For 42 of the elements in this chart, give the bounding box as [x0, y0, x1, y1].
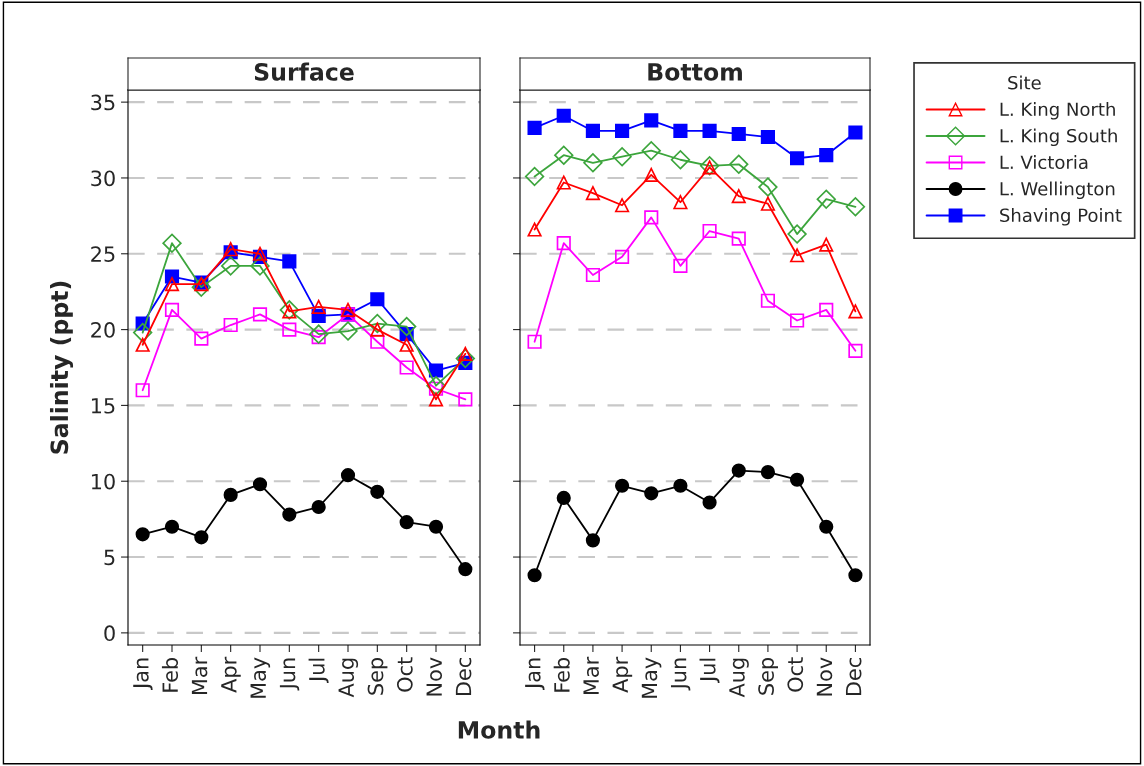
x-tick-label: Dec: [455, 658, 472, 696]
x-tick-label: Jun: [670, 658, 691, 691]
x-axis-title: Month: [458, 720, 540, 739]
legend-label: L. King North: [1000, 102, 1115, 120]
x-tick-label: Dec: [845, 658, 862, 696]
x-tick-label: Jan: [133, 658, 153, 690]
legend-label: L. Victoria: [1000, 155, 1088, 170]
x-tick-label: Mar: [191, 656, 208, 695]
y-tick-label: 35: [91, 94, 115, 111]
x-tick-label: Sep: [367, 657, 388, 695]
y-tick-label: 25: [91, 246, 115, 262]
x-tick-label: Aug: [729, 658, 749, 698]
legend-label: L. King South: [1000, 128, 1117, 147]
x-tick-label: Apr: [221, 656, 241, 693]
x-tick-label: Jun: [279, 658, 300, 691]
x-tick-label: Aug: [338, 658, 359, 698]
y-tick-label: 10: [91, 473, 115, 490]
x-tick-label: Jan: [525, 658, 545, 690]
x-tick-label: Jul: [699, 658, 720, 684]
y-axis-title: Salinity (ppt): [49, 281, 74, 454]
x-tick-label: Sep: [758, 657, 778, 695]
x-tick-label: Feb: [161, 657, 179, 692]
legend-label: L. Wellington: [1000, 181, 1115, 200]
x-tick-label: Jul: [308, 658, 329, 684]
y-tick-label: 0: [104, 625, 115, 642]
x-tick-label: Oct: [787, 657, 804, 692]
x-tick-label: Feb: [553, 657, 570, 692]
legend-title: Site: [1008, 75, 1041, 90]
x-tick-label: Mar: [583, 656, 599, 695]
y-tick-label: 15: [91, 398, 115, 414]
x-tick-label: Nov: [426, 657, 443, 696]
y-tick-label: 20: [91, 322, 115, 338]
chart-title: Surface: [254, 62, 354, 81]
x-tick-label: Nov: [816, 657, 833, 696]
x-tick-label: May: [250, 657, 271, 698]
y-tick-label: 5: [104, 549, 115, 566]
x-tick-label: May: [641, 657, 662, 698]
y-tick-label: 30: [91, 170, 115, 187]
legend-label: Shaving Point: [1000, 208, 1122, 226]
x-tick-label: Oct: [396, 657, 413, 692]
chart-title: Bottom: [648, 63, 742, 81]
x-tick-label: Apr: [612, 656, 633, 693]
